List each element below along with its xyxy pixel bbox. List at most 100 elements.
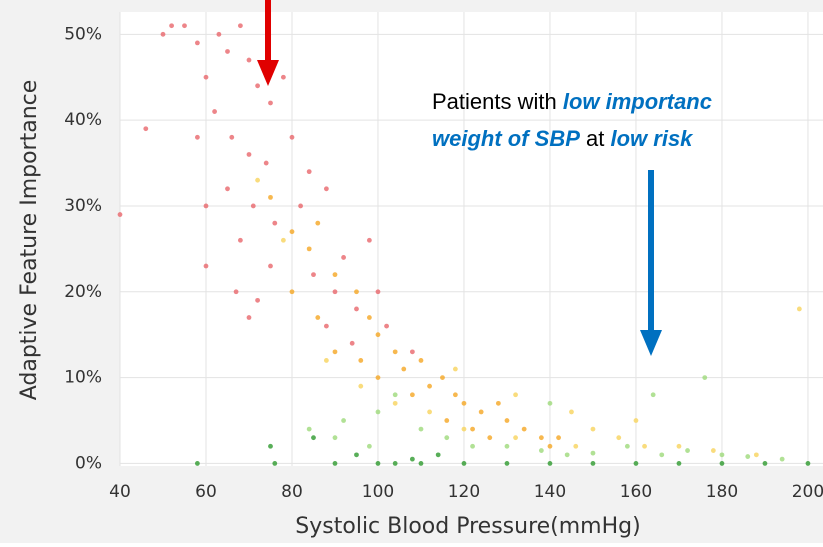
point (642, 443, 647, 449)
point (409, 392, 415, 398)
point (444, 435, 450, 441)
x-tick-label: 80 (281, 482, 303, 502)
point (315, 315, 321, 320)
red-arrow (257, 0, 279, 86)
point (427, 409, 432, 415)
point (556, 435, 561, 441)
point (375, 289, 381, 295)
point (233, 289, 239, 295)
y-tick-label: 10% (64, 368, 102, 388)
point (435, 452, 441, 458)
point (452, 366, 458, 372)
point (805, 461, 811, 466)
point (272, 461, 278, 466)
point (306, 426, 312, 432)
point (401, 366, 407, 372)
point (779, 456, 785, 462)
point (160, 31, 166, 37)
point (487, 435, 493, 441)
y-tick-label: 0% (75, 453, 102, 473)
point (366, 315, 372, 320)
point (719, 452, 725, 458)
point (117, 212, 123, 217)
point (268, 263, 273, 269)
point (650, 392, 656, 398)
annotation-emphasis: low risk (611, 126, 695, 151)
point (349, 340, 355, 346)
point (461, 461, 467, 466)
point (332, 272, 338, 278)
point (513, 435, 518, 441)
point (573, 443, 579, 449)
point (547, 443, 553, 449)
point (444, 418, 450, 423)
point (358, 358, 364, 363)
x-tick-label: 200 (792, 482, 823, 502)
annotation-text: at (586, 126, 604, 151)
x-tick-label: 180 (706, 482, 738, 502)
point (569, 409, 574, 415)
point (354, 306, 359, 312)
point (418, 461, 424, 466)
point (392, 392, 398, 398)
point (237, 23, 243, 29)
y-tick-label: 40% (64, 110, 102, 130)
plot-area (120, 12, 823, 466)
x-tick-label: 140 (534, 482, 566, 502)
point (470, 443, 475, 449)
point (289, 289, 295, 295)
y-axis-label: Adaptive Feature Importance (17, 80, 42, 401)
x-tick-label: 100 (362, 482, 394, 502)
point (418, 426, 424, 432)
point (225, 49, 230, 54)
point (306, 246, 312, 252)
point (461, 400, 467, 406)
point (272, 220, 278, 226)
point (440, 375, 445, 381)
point (212, 109, 217, 114)
point (676, 443, 682, 449)
x-axis-label: Systolic Blood Pressure(mmHg) (295, 514, 640, 539)
point (375, 409, 381, 415)
point (332, 461, 338, 466)
annotation-emphasis: low importanc (563, 89, 712, 114)
point (255, 297, 260, 303)
point (263, 160, 269, 166)
point (538, 435, 544, 441)
point (590, 461, 596, 466)
point (633, 461, 639, 466)
point (332, 435, 338, 441)
point (366, 237, 372, 243)
point (203, 203, 209, 209)
point (169, 23, 174, 29)
point (289, 134, 295, 140)
point (354, 289, 359, 295)
point (633, 418, 639, 423)
point (685, 448, 690, 453)
point (216, 31, 222, 37)
point (246, 57, 252, 63)
point (194, 40, 200, 46)
points (117, 23, 811, 466)
point (504, 461, 510, 466)
annotation-emphasis: weight of SBP (432, 126, 580, 151)
point (366, 443, 372, 449)
point (796, 306, 802, 312)
point (255, 177, 260, 183)
point (702, 375, 708, 381)
point (315, 220, 321, 226)
point (341, 418, 346, 423)
point (538, 448, 544, 453)
point (306, 169, 312, 175)
point (676, 461, 682, 466)
point (504, 418, 510, 423)
point (452, 392, 458, 398)
point (564, 452, 570, 458)
point (392, 461, 398, 466)
point (504, 443, 510, 449)
point (392, 400, 398, 406)
point (203, 263, 209, 269)
point (461, 426, 467, 432)
point (268, 443, 273, 449)
